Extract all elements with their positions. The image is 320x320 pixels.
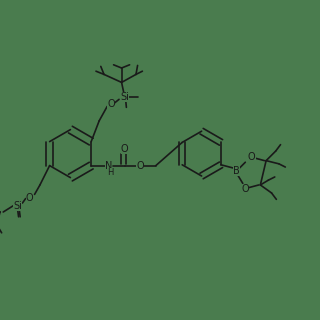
Text: O: O — [242, 184, 249, 194]
Text: N: N — [105, 161, 112, 171]
Text: O: O — [121, 144, 128, 154]
Text: Si: Si — [120, 92, 129, 102]
Text: O: O — [26, 193, 33, 203]
Text: Si: Si — [13, 201, 22, 211]
Text: B: B — [233, 166, 240, 176]
Text: O: O — [248, 152, 256, 163]
Text: H: H — [107, 168, 114, 177]
Text: O: O — [136, 161, 144, 171]
Text: O: O — [107, 99, 115, 109]
